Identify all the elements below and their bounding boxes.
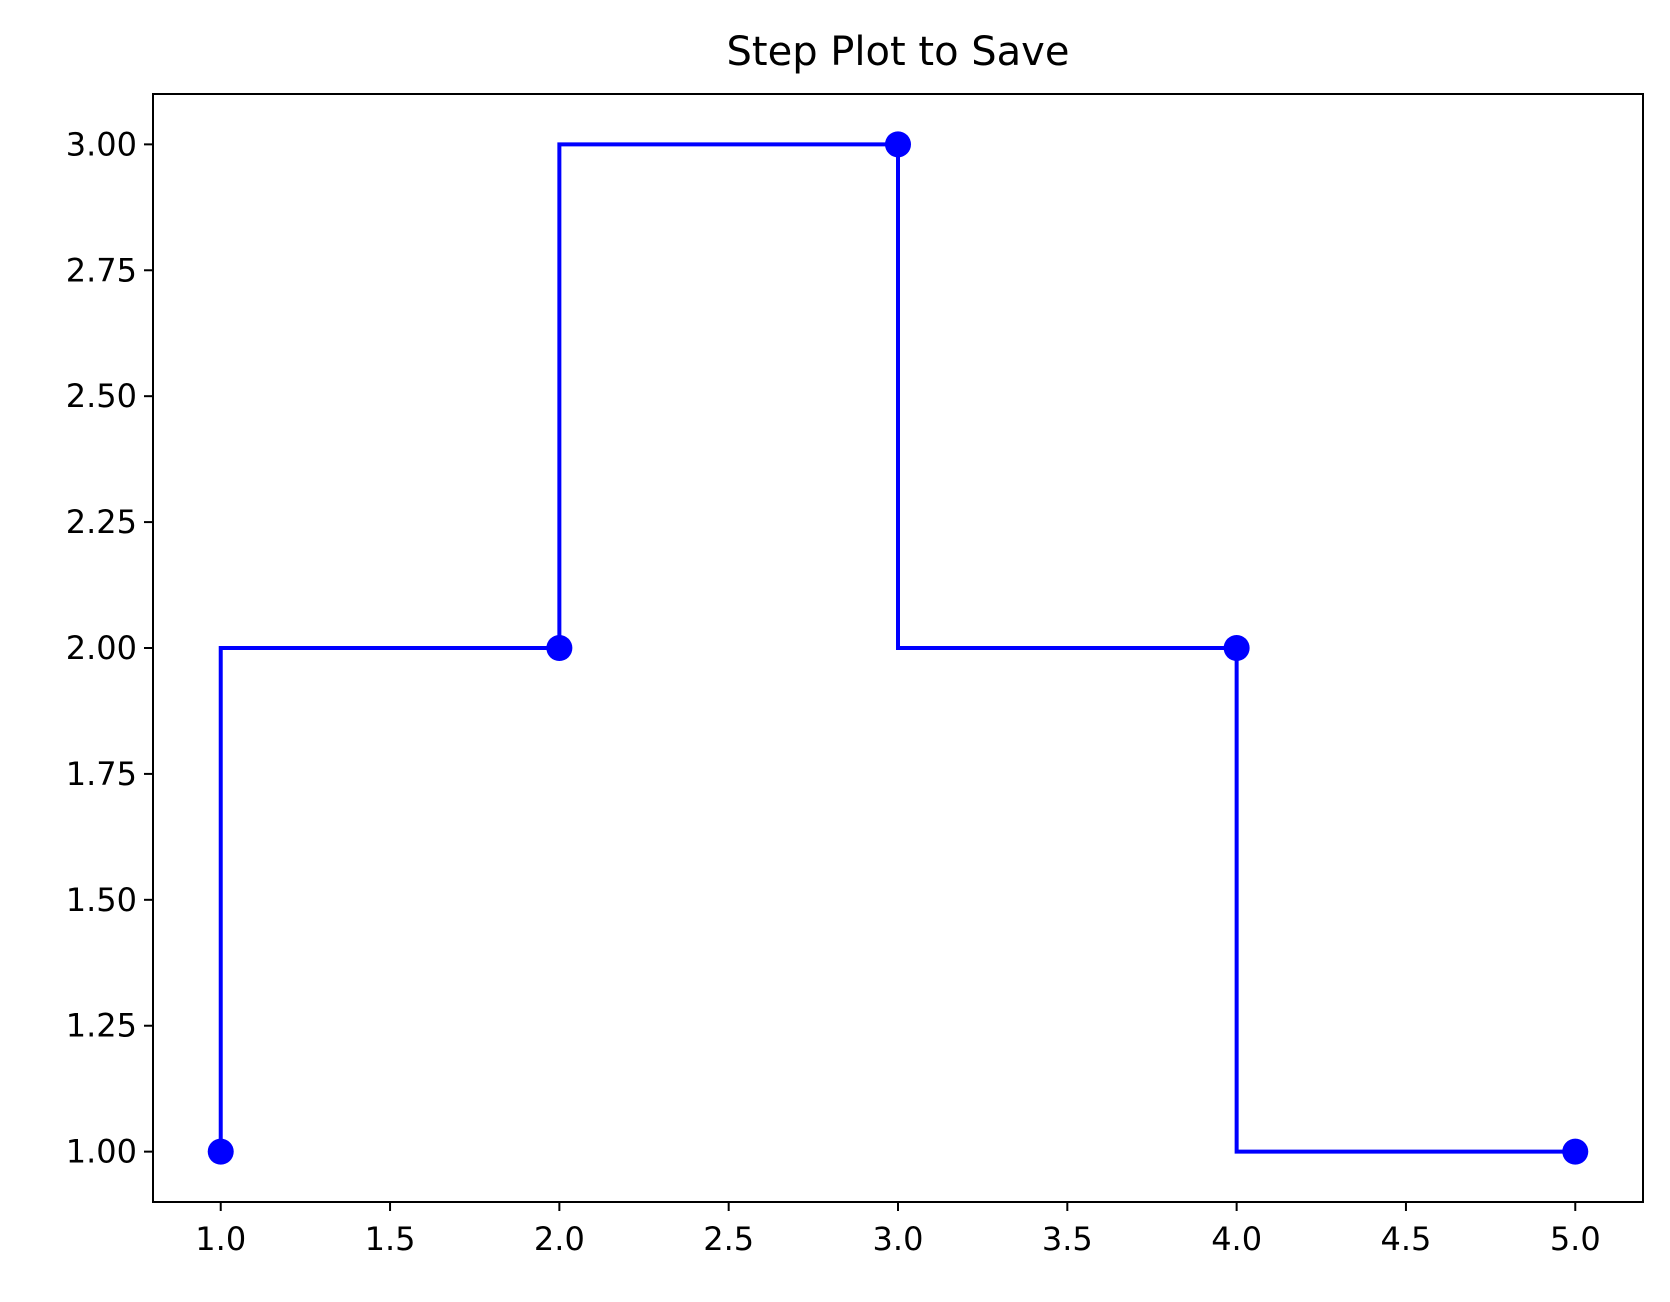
data-point-marker bbox=[885, 131, 911, 158]
plot-area-frame bbox=[152, 93, 1644, 1203]
chart-title: Step Plot to Save bbox=[727, 29, 1070, 75]
y-tick-label: 2.75 bbox=[66, 251, 137, 289]
x-tick-label: 4.5 bbox=[1381, 1220, 1432, 1258]
x-tick-label: 3.5 bbox=[1042, 1220, 1093, 1258]
data-point-marker bbox=[546, 635, 573, 661]
x-tick-label: 4.0 bbox=[1211, 1220, 1262, 1258]
x-tick-label: 2.0 bbox=[534, 1220, 585, 1258]
data-point-marker bbox=[207, 1138, 234, 1165]
x-tick-label: 1.0 bbox=[195, 1220, 246, 1258]
series-layer bbox=[207, 131, 1589, 1165]
axis-ticks: 1.0 1.5 2.0 2.5 3.0 3.5 4.0 4.5 5.0 1.00 1.25 1.50 1… bbox=[66, 125, 1601, 1258]
y-tick-label: 1.25 bbox=[66, 1007, 137, 1045]
y-tick-label: 2.50 bbox=[66, 377, 137, 415]
data-point-marker bbox=[1562, 1138, 1589, 1165]
y-tick-label: 3.00 bbox=[66, 125, 137, 163]
x-tick-label: 1.5 bbox=[365, 1220, 416, 1258]
data-point-marker bbox=[1223, 635, 1250, 661]
x-tick-label: 5.0 bbox=[1550, 1220, 1601, 1258]
y-tick-label: 1.50 bbox=[66, 881, 137, 919]
y-tick-label: 2.00 bbox=[66, 629, 137, 667]
y-tick-label: 2.25 bbox=[66, 503, 137, 541]
y-tick-label: 1.00 bbox=[66, 1133, 137, 1171]
x-tick-label: 3.0 bbox=[873, 1220, 924, 1258]
x-tick-label: 2.5 bbox=[703, 1220, 754, 1258]
y-tick-label: 1.75 bbox=[66, 755, 137, 793]
